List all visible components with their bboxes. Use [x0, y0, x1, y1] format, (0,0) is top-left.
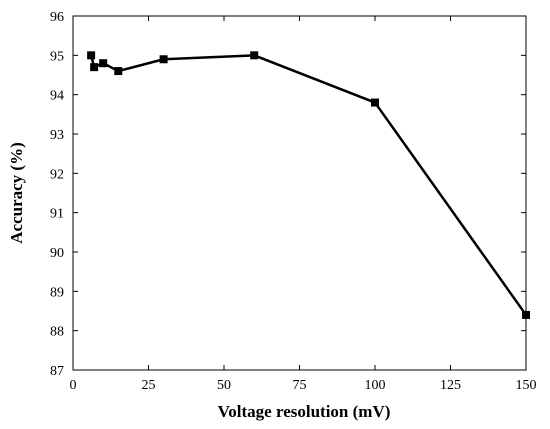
x-tick-label: 150: [516, 378, 537, 393]
x-axis-title: Voltage resolution (mV): [218, 402, 391, 421]
x-tick-label: 125: [440, 378, 461, 393]
y-axis-ticks: 87 88 89 90 91 92 93 94 95 96: [50, 10, 526, 379]
data-point-marker: [90, 63, 99, 72]
x-tick-label: 0: [70, 378, 77, 393]
y-axis-title: Accuracy (%): [7, 142, 26, 244]
data-point-marker: [371, 98, 379, 107]
y-tick-label: 88: [50, 325, 64, 340]
y-tick-label: 90: [50, 246, 64, 261]
x-tick-label: 100: [365, 378, 386, 393]
plot-frame: [72, 15, 527, 371]
y-tick-label: 91: [50, 207, 64, 222]
data-point-marker: [522, 310, 530, 319]
data-point-marker: [250, 51, 259, 60]
y-tick-label: 93: [50, 128, 64, 143]
y-tick-label: 94: [50, 89, 64, 104]
series-layer: [87, 51, 530, 319]
data-point-marker: [99, 59, 108, 68]
x-tick-label: 50: [217, 378, 231, 393]
data-point-marker: [159, 55, 168, 64]
y-tick-label: 92: [50, 167, 64, 182]
data-point-marker: [114, 67, 123, 76]
y-tick-label: 87: [50, 364, 64, 379]
x-tick-label: 75: [293, 378, 307, 393]
data-point-marker: [87, 51, 96, 60]
y-tick-label: 96: [50, 10, 64, 25]
x-tick-label: 25: [142, 378, 156, 393]
y-tick-label: 95: [50, 49, 64, 64]
series-line: [89, 54, 528, 316]
x-axis-ticks: 0 25 50 75 100 125 150: [70, 16, 537, 393]
y-tick-label: 89: [50, 285, 64, 300]
